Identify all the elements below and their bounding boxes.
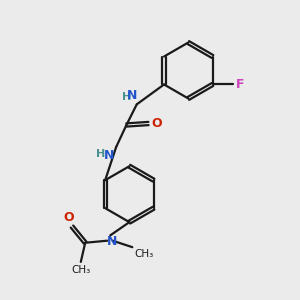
Text: H: H xyxy=(122,92,131,102)
Text: O: O xyxy=(63,211,74,224)
Text: N: N xyxy=(103,148,114,161)
Text: CH₃: CH₃ xyxy=(135,249,154,259)
Text: F: F xyxy=(236,78,244,91)
Text: N: N xyxy=(106,236,117,248)
Text: O: O xyxy=(152,117,162,130)
Text: N: N xyxy=(126,89,137,102)
Text: H: H xyxy=(96,148,105,158)
Text: CH₃: CH₃ xyxy=(71,265,90,275)
